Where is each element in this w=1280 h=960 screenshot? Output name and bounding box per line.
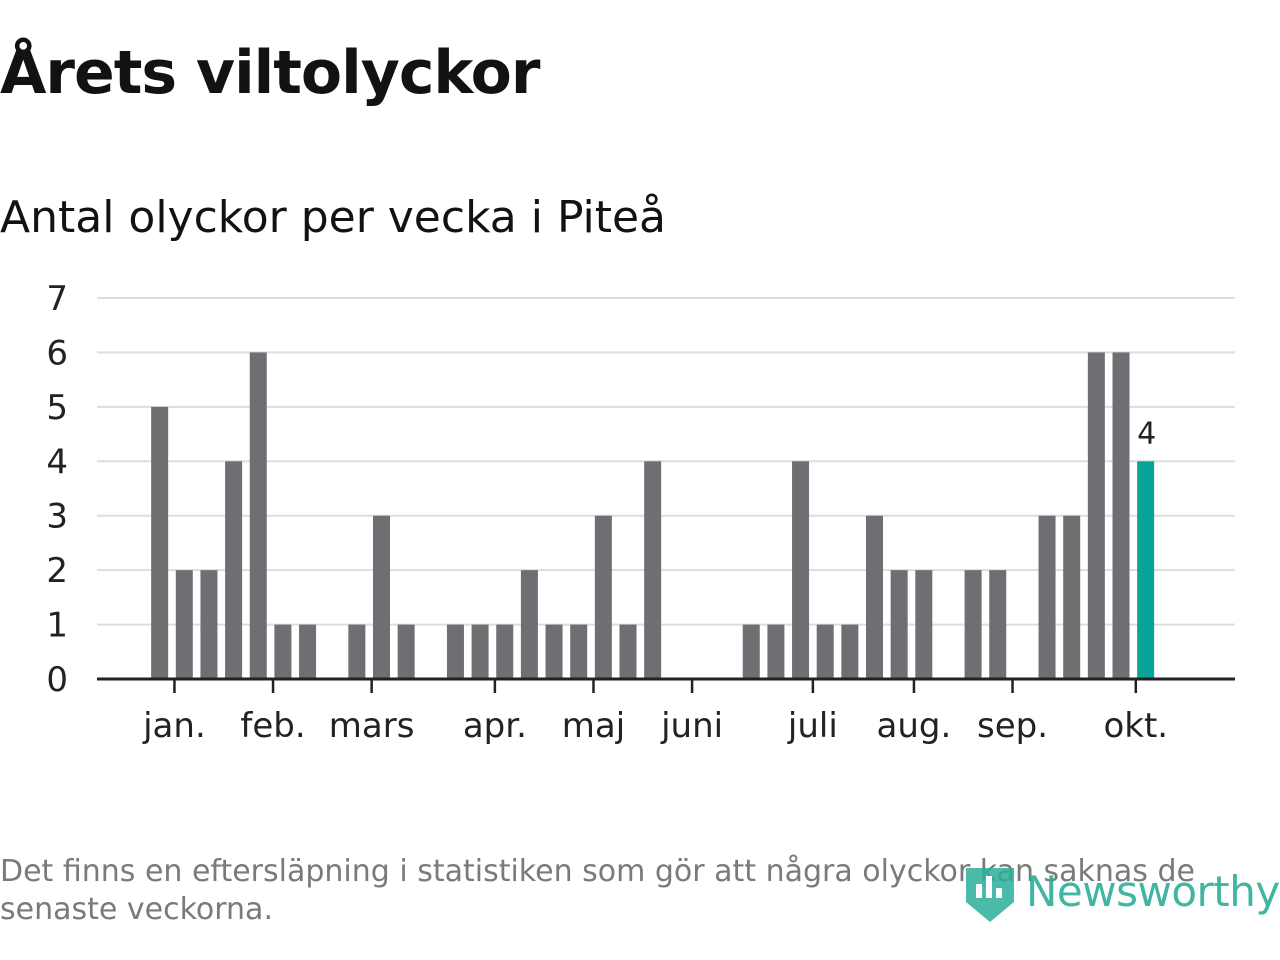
x-tick-label-okt.: okt. [1103, 706, 1168, 746]
bar-week-12 [397, 624, 415, 679]
bar-week-10 [348, 624, 366, 679]
bar-week-27 [767, 624, 785, 679]
bar-week-26 [742, 624, 760, 679]
bar-week-40 [1087, 352, 1105, 679]
bar-week-19 [570, 624, 588, 679]
bar-week-3 [175, 570, 193, 679]
bar-week-38 [1038, 515, 1056, 679]
bar-week-2 [151, 406, 169, 679]
bar-week-20 [594, 515, 612, 679]
bar-week-41 [1112, 352, 1130, 679]
bar-week-21 [619, 624, 637, 679]
x-tick-label-aug.: aug. [877, 706, 952, 746]
data-label-latest: 4 [1137, 416, 1156, 451]
y-tick-label-5: 5 [46, 388, 68, 428]
bar-week-15 [471, 624, 489, 679]
bar-week-4 [200, 570, 218, 679]
chart-title: Årets viltolyckor [0, 38, 540, 108]
bar-week-14 [446, 624, 464, 679]
y-tick-label-1: 1 [46, 606, 68, 646]
x-tick-label-juli: juli [787, 706, 838, 746]
newsworthy-logo[interactable]: Newsworthy [962, 858, 1280, 924]
bar-week-17 [520, 570, 538, 679]
bar-chart: 0 1 2 3 4 5 6 7 4 jan. feb. mars apr. maj juni juli aug.… [46, 279, 1235, 746]
bar-week-6 [249, 352, 267, 679]
x-tick-label-sep.: sep. [977, 706, 1048, 746]
bar-week-28 [792, 461, 810, 679]
bar-week-29 [816, 624, 834, 679]
y-tick-label-2: 2 [46, 551, 68, 591]
bar-week-8 [299, 624, 317, 679]
y-tick-label-6: 6 [46, 333, 68, 373]
bar-week-22 [644, 461, 662, 679]
bar-week-39 [1063, 515, 1081, 679]
newsworthy-logo-icon [966, 868, 1014, 922]
bar-week-35 [964, 570, 982, 679]
y-tick-label-4: 4 [46, 442, 68, 482]
y-tick-label-3: 3 [46, 497, 68, 537]
bar-week-31 [866, 515, 883, 679]
bar-week-42 [1137, 461, 1155, 679]
bar-week-33 [915, 570, 933, 679]
bar-week-30 [841, 624, 859, 679]
bar-week-16 [496, 624, 514, 679]
x-tick-label-feb.: feb. [240, 706, 305, 746]
bar-week-7 [274, 624, 292, 679]
bar-week-18 [545, 624, 563, 679]
bar-week-36 [989, 570, 1007, 679]
y-tick-label-0: 0 [46, 660, 68, 700]
x-tick-label-apr.: apr. [463, 706, 527, 746]
bar-week-11 [373, 515, 390, 679]
y-tick-label-7: 7 [46, 279, 68, 319]
logo-text: Newsworthy [1026, 866, 1280, 916]
x-tick-label-juni: juni [660, 706, 723, 746]
bar-week-32 [890, 570, 908, 679]
bar-week-5 [225, 461, 243, 679]
x-tick-label-maj: maj [562, 706, 625, 746]
x-tick-label-jan.: jan. [142, 706, 206, 746]
x-tick-label-mars: mars [329, 706, 415, 746]
chart-subtitle: Antal olyckor per vecka i Piteå [0, 192, 667, 243]
